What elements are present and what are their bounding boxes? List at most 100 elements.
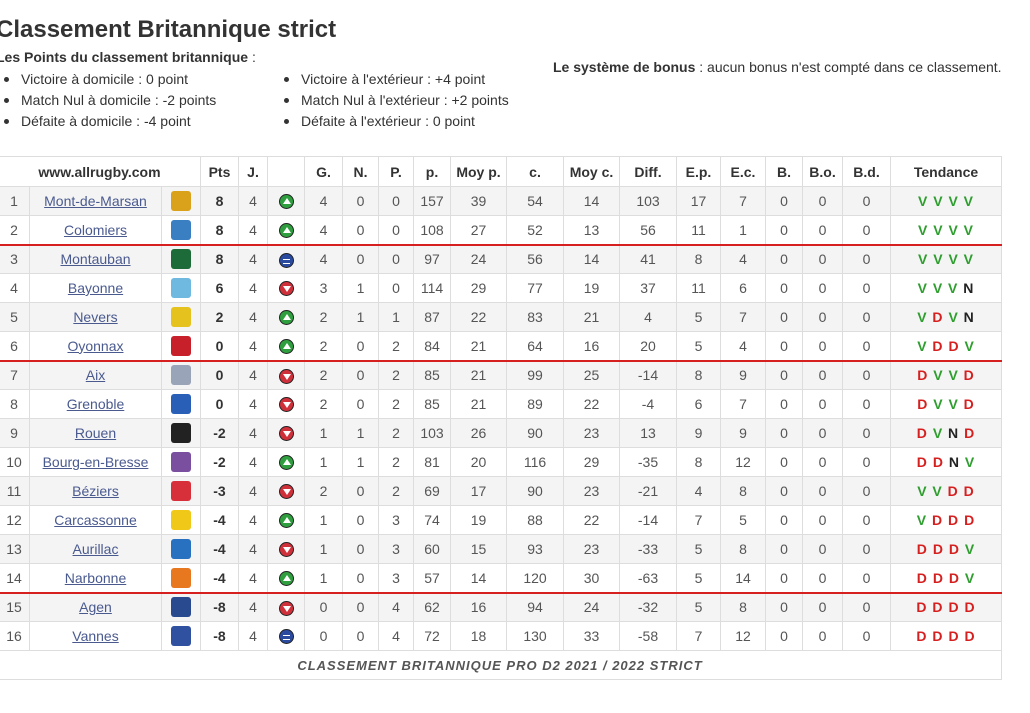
result-D-letter: D: [916, 599, 928, 616]
p-cell: 4: [378, 592, 414, 622]
b-cell: 0: [765, 534, 803, 564]
ec-cell: 12: [720, 447, 766, 477]
bd-cell: 0: [842, 592, 891, 622]
j-cell: 4: [238, 621, 268, 651]
col-tendance: Tendance: [890, 156, 1002, 187]
trend-cell: [267, 186, 305, 216]
g-cell: 0: [304, 592, 343, 622]
ec-cell: 9: [720, 418, 766, 448]
moyp-cell: 21: [450, 360, 507, 390]
result-V-letter: V: [963, 193, 975, 209]
result-V-letter: V: [964, 541, 976, 557]
result-V-letter: V: [964, 337, 975, 354]
result-D-letter: D: [947, 483, 959, 499]
g-cell: 2: [304, 360, 343, 390]
pts-cell: -4: [200, 563, 239, 594]
moyp-cell: 19: [450, 505, 507, 535]
table-row: 7 Aix 0 4 2 0 2 85 21 99 25 -14 8 9 0 0 0 D V V D: [0, 360, 1002, 390]
team-link[interactable]: Mont-de-Marsan: [44, 193, 147, 209]
team-link[interactable]: Montauban: [60, 251, 131, 268]
j-cell: 4: [238, 418, 268, 448]
team-logo-cell: [161, 331, 201, 362]
site-header: www.allrugby.com: [0, 156, 201, 187]
result-D-letter: D: [916, 541, 928, 557]
rule-home-loss: Défaite à domicile : -4 point: [0, 111, 216, 132]
team-link[interactable]: Bourg-en-Bresse: [42, 454, 149, 470]
team-link[interactable]: Colomiers: [63, 221, 127, 238]
c-cell: 130: [506, 621, 564, 651]
team-link[interactable]: Nevers: [73, 309, 118, 325]
b-cell: 0: [765, 476, 803, 506]
pp-cell: 108: [413, 215, 451, 246]
diff-cell: 41: [619, 244, 677, 274]
team-link[interactable]: Agen: [79, 599, 112, 616]
team-cell: Bayonne: [29, 273, 162, 303]
tendance-cell: V D V N: [890, 302, 1002, 332]
team-logo-icon: [171, 539, 191, 559]
col-p: P.: [378, 156, 414, 187]
col-ec: E.c.: [720, 156, 766, 187]
diff-cell: -14: [619, 505, 677, 535]
bd-cell: 0: [842, 534, 891, 564]
j-cell: 4: [238, 215, 268, 246]
team-link[interactable]: Aix: [85, 367, 106, 384]
team-cell: Rouen: [29, 418, 162, 448]
result-V-letter: V: [917, 280, 928, 296]
team-cell: Aix: [29, 360, 162, 390]
header-row: www.allrugby.com Pts J. G. N. P. p. Moy …: [0, 156, 1002, 187]
n-cell: 0: [342, 592, 379, 622]
result-D-letter: D: [917, 396, 929, 412]
pp-cell: 85: [413, 389, 451, 419]
result-V-letter: V: [948, 221, 959, 238]
team-link[interactable]: Vannes: [72, 628, 119, 644]
diff-cell: 13: [619, 418, 677, 448]
bd-cell: 0: [842, 389, 891, 419]
team-link[interactable]: Carcassonne: [54, 512, 137, 528]
result-V-letter: V: [933, 193, 944, 209]
result-V-letter: V: [933, 221, 944, 238]
tendance-cell: D D D V: [890, 563, 1002, 594]
g-cell: 1: [304, 418, 343, 448]
ep-cell: 5: [676, 331, 721, 362]
team-logo-cell: [161, 563, 201, 594]
rule-away-draw: Match Nul à l'extérieur : +2 points: [280, 90, 509, 111]
team-logo-cell: [161, 621, 201, 651]
table-row: 3 Montauban 8 4 4 0 0 97 24 56 14 41 8 4 0 0 0 V V V V: [0, 244, 1002, 274]
bd-cell: 0: [842, 186, 891, 216]
bd-cell: 0: [842, 244, 891, 274]
moyc-cell: 22: [563, 389, 620, 419]
result-V-letter: V: [917, 309, 928, 325]
team-logo-icon: [171, 307, 191, 327]
result-V-letter: V: [933, 367, 944, 384]
moyp-cell: 17: [450, 476, 507, 506]
col-j: J.: [238, 156, 268, 187]
bo-cell: 0: [802, 215, 843, 246]
team-link[interactable]: Grenoble: [66, 396, 125, 412]
ec-cell: 6: [720, 273, 766, 303]
team-link[interactable]: Béziers: [72, 483, 119, 499]
j-cell: 4: [238, 389, 268, 419]
team-link[interactable]: Oyonnax: [67, 337, 124, 354]
moyp-cell: 39: [450, 186, 507, 216]
team-logo-cell: [161, 505, 201, 535]
team-link[interactable]: Bayonne: [67, 280, 124, 296]
pts-cell: 6: [200, 273, 239, 303]
result-V-letter: V: [948, 309, 959, 325]
trend-cell: [267, 273, 305, 303]
moyp-cell: 29: [450, 273, 507, 303]
tendance-cell: D D D D: [890, 621, 1002, 651]
pos-cell: 10: [0, 447, 30, 477]
j-cell: 4: [238, 244, 268, 274]
team-logo-icon: [171, 423, 191, 443]
result-D-letter: D: [948, 512, 960, 528]
table-row: 2 Colomiers 8 4 4 0 0 108 27 52 13 56 11 1 0 0 0 V V V V: [0, 215, 1002, 246]
p-cell: 2: [378, 476, 414, 506]
team-link[interactable]: Rouen: [74, 425, 117, 441]
team-logo-icon: [171, 567, 191, 588]
p-cell: 2: [378, 360, 414, 390]
trend-cell: [267, 447, 305, 477]
team-link[interactable]: Narbonne: [64, 569, 127, 586]
team-link[interactable]: Aurillac: [72, 541, 119, 557]
team-cell: Oyonnax: [29, 331, 162, 362]
moyp-cell: 20: [450, 447, 507, 477]
